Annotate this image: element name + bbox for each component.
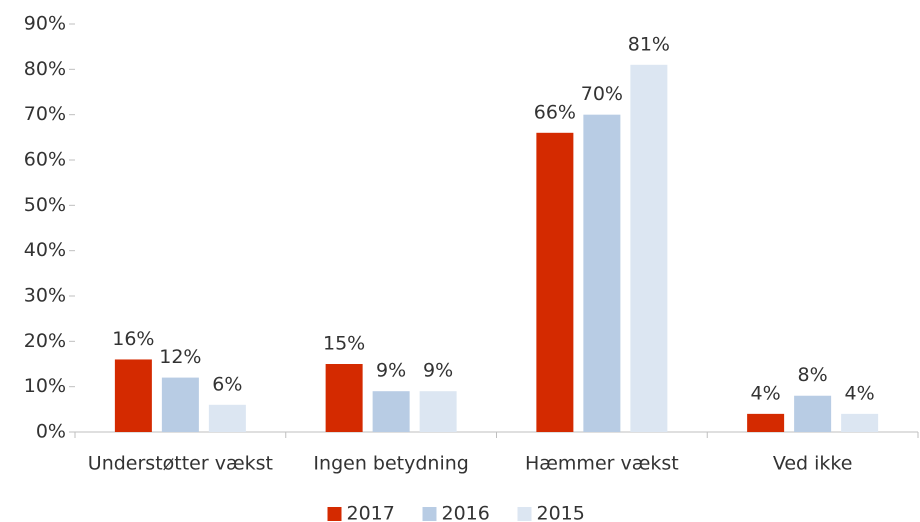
y-tick-label: 80% (24, 58, 66, 80)
value-label: 12% (159, 346, 201, 368)
bar (583, 114, 621, 433)
bar (372, 391, 410, 432)
legend-label: 2016 (442, 503, 490, 522)
value-label: 9% (376, 360, 406, 382)
bar (325, 364, 363, 432)
y-tick-label: 40% (24, 239, 66, 261)
bar (161, 377, 199, 432)
legend-swatch (517, 507, 532, 521)
value-label: 70% (581, 83, 623, 105)
y-tick-label: 10% (24, 375, 66, 397)
value-label: 15% (323, 333, 365, 355)
value-label: 66% (534, 101, 576, 123)
bar (419, 391, 457, 432)
x-tick-label: Ingen betydning (313, 453, 468, 475)
y-tick-label: 70% (24, 103, 66, 125)
bar (747, 413, 785, 432)
y-tick-label: 90% (24, 13, 66, 35)
value-label: 6% (212, 373, 242, 395)
value-label: 81% (628, 33, 670, 55)
bar (208, 404, 246, 432)
legend-swatch (327, 507, 342, 521)
value-label: 8% (798, 364, 828, 386)
value-label: 4% (751, 382, 781, 404)
x-tick-label: Hæmmer vækst (525, 453, 679, 475)
bar (794, 395, 832, 432)
value-label: 9% (423, 360, 453, 382)
x-tick-label: Understøtter vækst (88, 453, 273, 475)
bar (114, 359, 152, 432)
legend-label: 2017 (347, 503, 395, 522)
bar (630, 64, 668, 433)
bar (841, 413, 879, 432)
y-tick-label: 60% (24, 149, 66, 171)
value-label: 16% (112, 328, 154, 350)
y-tick-label: 0% (36, 421, 66, 443)
x-tick-label: Ved ikke (773, 453, 853, 475)
y-tick-label: 20% (24, 330, 66, 352)
value-label: 4% (845, 382, 875, 404)
y-tick-label: 50% (24, 194, 66, 216)
legend-swatch (422, 507, 437, 521)
bar (536, 132, 574, 433)
y-tick-label: 30% (24, 285, 66, 307)
legend-label: 2015 (537, 503, 585, 522)
